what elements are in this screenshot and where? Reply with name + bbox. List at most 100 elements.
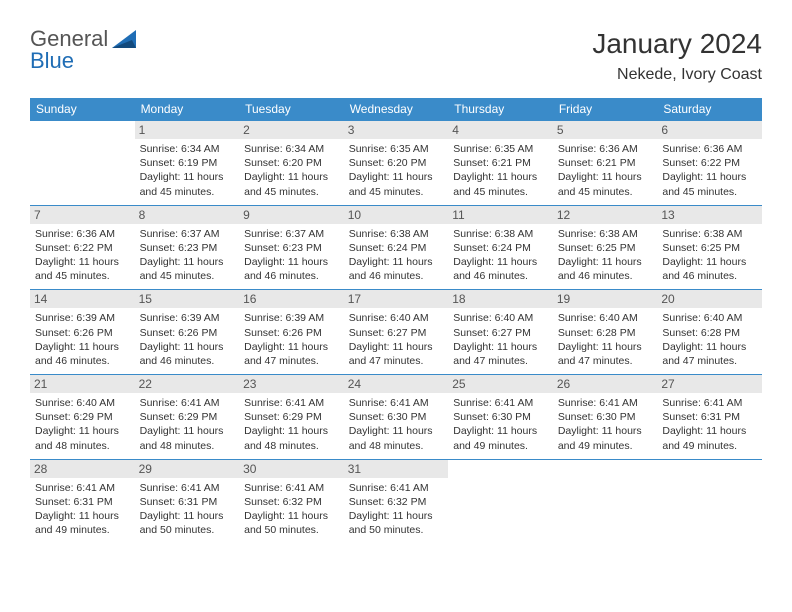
cell-sunset: Sunset: 6:23 PM [244,241,339,255]
cell-sunset: Sunset: 6:24 PM [453,241,548,255]
day-number: 5 [553,121,658,139]
day-number: 25 [448,375,553,393]
calendar-cell: 1Sunrise: 6:34 AMSunset: 6:19 PMDaylight… [135,121,240,206]
day-number: 15 [135,290,240,308]
cell-sunrise: Sunrise: 6:38 AM [349,227,444,241]
calendar-cell: 8Sunrise: 6:37 AMSunset: 6:23 PMDaylight… [135,205,240,290]
cell-sunrise: Sunrise: 6:41 AM [140,396,235,410]
cell-sunset: Sunset: 6:32 PM [244,495,339,509]
day-number: 31 [344,460,449,478]
day-number: 7 [30,206,135,224]
cell-sunset: Sunset: 6:29 PM [244,410,339,424]
cell-daylight2: and 48 minutes. [349,439,444,453]
cell-daylight2: and 45 minutes. [558,185,653,199]
cell-daylight1: Daylight: 11 hours [140,170,235,184]
month-title: January 2024 [592,28,762,60]
cell-sunrise: Sunrise: 6:41 AM [662,396,757,410]
cell-sunrise: Sunrise: 6:41 AM [349,481,444,495]
cell-sunset: Sunset: 6:31 PM [662,410,757,424]
cell-sunset: Sunset: 6:22 PM [662,156,757,170]
cell-daylight1: Daylight: 11 hours [349,255,444,269]
cell-sunset: Sunset: 6:28 PM [558,326,653,340]
cell-sunset: Sunset: 6:31 PM [35,495,130,509]
cell-sunrise: Sunrise: 6:37 AM [244,227,339,241]
logo-text-blue: Blue [30,48,74,73]
cell-daylight2: and 49 minutes. [453,439,548,453]
day-number: 22 [135,375,240,393]
cell-sunrise: Sunrise: 6:39 AM [35,311,130,325]
cell-daylight2: and 46 minutes. [558,269,653,283]
cell-daylight1: Daylight: 11 hours [662,255,757,269]
day-number: 18 [448,290,553,308]
cell-sunrise: Sunrise: 6:41 AM [349,396,444,410]
calendar-cell: 22Sunrise: 6:41 AMSunset: 6:29 PMDayligh… [135,375,240,460]
cell-sunrise: Sunrise: 6:35 AM [453,142,548,156]
cell-daylight2: and 48 minutes. [35,439,130,453]
calendar-cell: 10Sunrise: 6:38 AMSunset: 6:24 PMDayligh… [344,205,449,290]
cell-daylight2: and 45 minutes. [453,185,548,199]
calendar-cell: 19Sunrise: 6:40 AMSunset: 6:28 PMDayligh… [553,290,658,375]
day-number: 26 [553,375,658,393]
calendar-cell: 18Sunrise: 6:40 AMSunset: 6:27 PMDayligh… [448,290,553,375]
day-number: 1 [135,121,240,139]
cell-sunrise: Sunrise: 6:35 AM [349,142,444,156]
page-header: General Blue January 2024 Nekede, Ivory … [30,28,762,84]
cell-sunrise: Sunrise: 6:41 AM [140,481,235,495]
cell-sunrise: Sunrise: 6:40 AM [35,396,130,410]
cell-daylight2: and 45 minutes. [35,269,130,283]
calendar-cell: 6Sunrise: 6:36 AMSunset: 6:22 PMDaylight… [657,121,762,206]
calendar-cell: 3Sunrise: 6:35 AMSunset: 6:20 PMDaylight… [344,121,449,206]
cell-daylight1: Daylight: 11 hours [349,424,444,438]
cell-daylight1: Daylight: 11 hours [558,170,653,184]
calendar-cell: 2Sunrise: 6:34 AMSunset: 6:20 PMDaylight… [239,121,344,206]
cell-daylight2: and 50 minutes. [244,523,339,537]
cell-daylight1: Daylight: 11 hours [140,255,235,269]
calendar-page: General Blue January 2024 Nekede, Ivory … [0,0,792,563]
cell-sunrise: Sunrise: 6:38 AM [453,227,548,241]
cell-daylight1: Daylight: 11 hours [244,255,339,269]
cell-daylight2: and 47 minutes. [244,354,339,368]
day-header: Monday [135,98,240,121]
calendar-cell: 17Sunrise: 6:40 AMSunset: 6:27 PMDayligh… [344,290,449,375]
logo-triangle-icon [112,28,138,53]
cell-daylight1: Daylight: 11 hours [35,340,130,354]
cell-sunset: Sunset: 6:27 PM [349,326,444,340]
cell-daylight1: Daylight: 11 hours [558,255,653,269]
calendar-week-row: 21Sunrise: 6:40 AMSunset: 6:29 PMDayligh… [30,375,762,460]
cell-sunrise: Sunrise: 6:38 AM [662,227,757,241]
calendar-cell [30,121,135,206]
day-number: 30 [239,460,344,478]
calendar-cell: 29Sunrise: 6:41 AMSunset: 6:31 PMDayligh… [135,459,240,543]
day-header: Sunday [30,98,135,121]
calendar-week-row: 28 Sunrise: 6:41 AM Sunset: 6:31 PM Dayligh… [30,459,762,543]
calendar-cell: 27Sunrise: 6:41 AMSunset: 6:31 PMDayligh… [657,375,762,460]
cell-sunset: Sunset: 6:27 PM [453,326,548,340]
cell-daylight1: Daylight: 11 hours [140,340,235,354]
calendar-body: 1Sunrise: 6:34 AMSunset: 6:19 PMDaylight… [30,121,762,544]
cell-sunrise: Sunrise: 6:40 AM [662,311,757,325]
cell-daylight1: Daylight: 11 hours [662,424,757,438]
cell-daylight1: Daylight: 11 hours [35,424,130,438]
calendar-cell: 28Sunrise: 6:41 AMSunset: 6:31 PMDayligh… [30,459,135,543]
calendar-cell: 20Sunrise: 6:40 AMSunset: 6:28 PMDayligh… [657,290,762,375]
cell-daylight2: and 47 minutes. [558,354,653,368]
calendar-cell: 26Sunrise: 6:41 AMSunset: 6:30 PMDayligh… [553,375,658,460]
day-number: 12 [553,206,658,224]
calendar-cell [553,459,658,543]
cell-daylight1: Daylight: 11 hours [244,424,339,438]
cell-sunset: Sunset: 6:20 PM [244,156,339,170]
cell-daylight1: Daylight: 11 hours [244,509,339,523]
calendar-cell: 9Sunrise: 6:37 AMSunset: 6:23 PMDaylight… [239,205,344,290]
cell-daylight2: and 47 minutes. [349,354,444,368]
day-number: 20 [657,290,762,308]
cell-daylight2: and 46 minutes. [140,354,235,368]
cell-daylight1: Daylight: 11 hours [349,340,444,354]
day-number: 23 [239,375,344,393]
cell-sunrise: Sunrise: 6:39 AM [244,311,339,325]
day-number: 21 [30,375,135,393]
cell-sunrise: Sunrise: 6:40 AM [453,311,548,325]
day-number: 17 [344,290,449,308]
day-number: 28 [30,460,135,478]
calendar-cell: 24Sunrise: 6:41 AMSunset: 6:30 PMDayligh… [344,375,449,460]
calendar-cell: 14Sunrise: 6:39 AMSunset: 6:26 PMDayligh… [30,290,135,375]
